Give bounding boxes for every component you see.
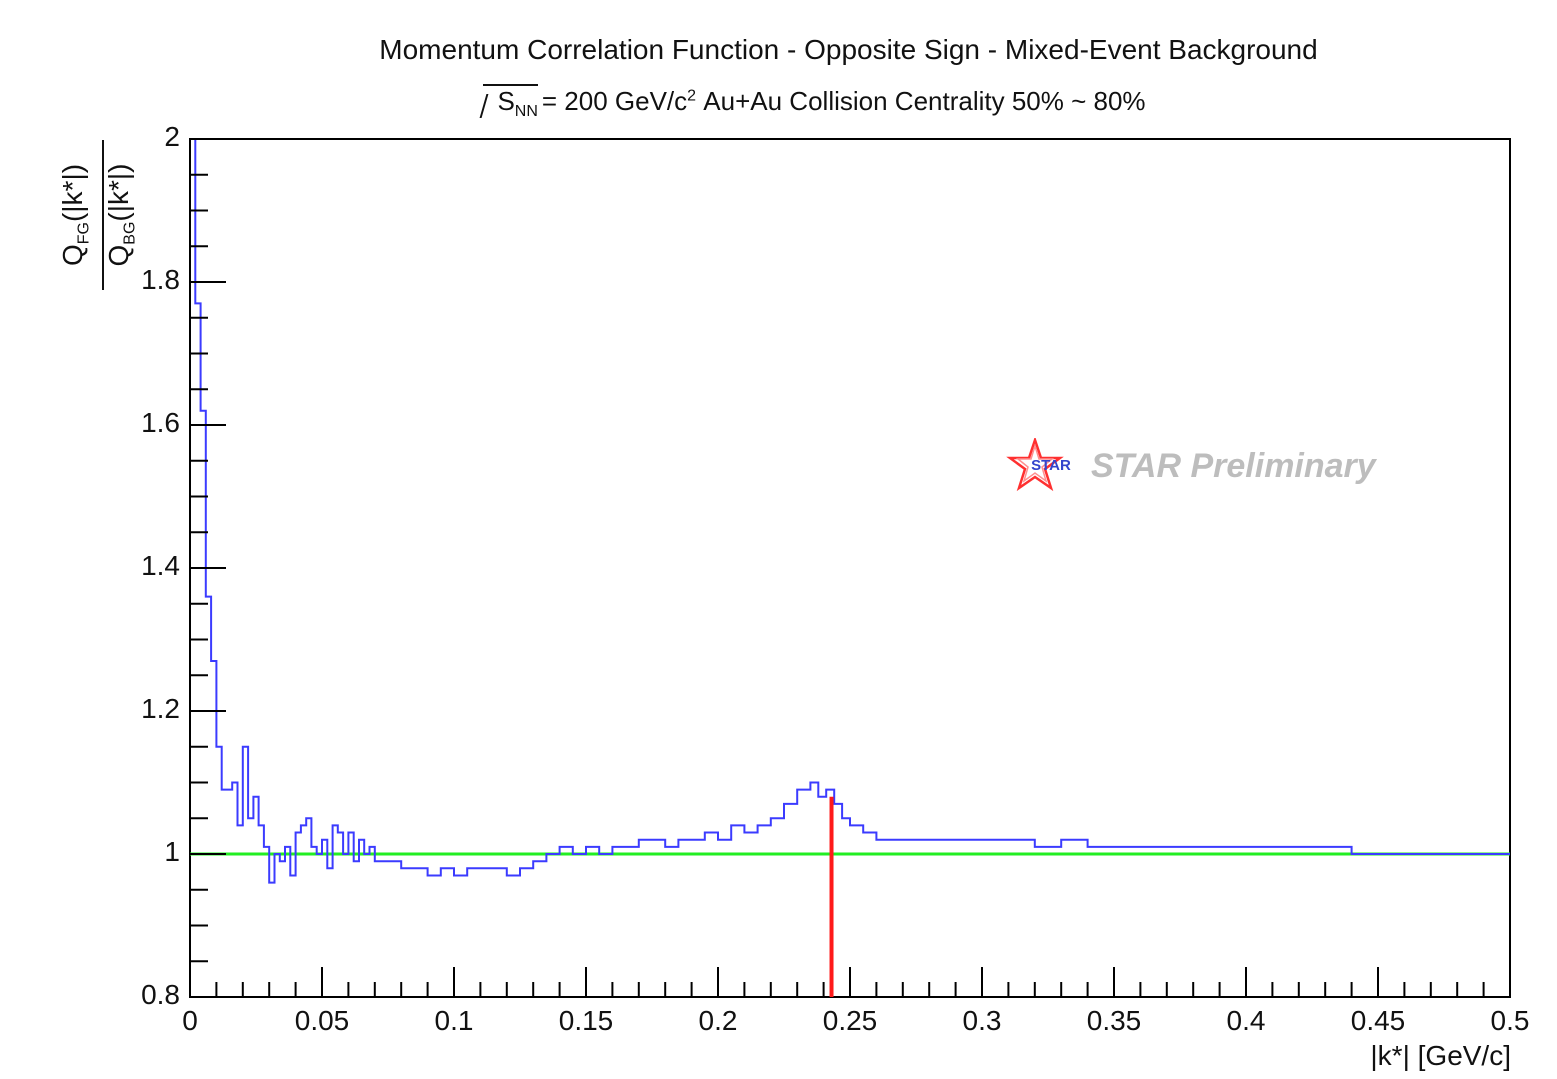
y-tick-label: 0.8	[141, 979, 180, 1010]
x-tick-label: 0	[182, 1005, 198, 1036]
y-tick-label: 1	[164, 836, 180, 867]
axis-ticks	[189, 138, 1511, 998]
x-tick-label: 0.3	[962, 1005, 1002, 1036]
x-tick-label: 0.5	[1490, 1005, 1530, 1036]
star-preliminary-text: STAR Preliminary	[1091, 446, 1376, 485]
y-tick-label: 1.2	[141, 693, 180, 724]
x-axis-label: |k*| [GeV/c]	[1370, 1040, 1511, 1071]
y-tick-label: 1.6	[141, 407, 180, 438]
star-logo-text: STAR	[1031, 457, 1071, 474]
sqrt-symbol: SNN	[483, 84, 538, 127]
chart-title: Momentum Correlation Function - Opposite…	[379, 34, 1318, 65]
star-preliminary-annotation: STAR STAR Preliminary	[1005, 438, 1376, 494]
y-tick-label: 2	[164, 121, 180, 152]
star-logo-icon: STAR	[1006, 438, 1071, 492]
y-den-arg: (|k*|)	[102, 163, 134, 222]
x-tick-label: 0.15	[558, 1005, 614, 1036]
series-group	[190, 138, 1510, 884]
y-tick-label: 1.8	[141, 264, 180, 295]
x-tick-label: 0.25	[822, 1005, 878, 1036]
sqrt-base: S	[497, 86, 515, 116]
y-num-arg: (|k*|)	[57, 163, 88, 223]
sqrt-sub: NN	[514, 103, 538, 121]
subtitle-energy: = 200 GeV/c	[541, 86, 688, 116]
chart-subtitle: SNN = 200 GeV/c2 Au+Au Collision Centrali…	[36, 84, 1557, 127]
y-tick-label: 1.4	[141, 550, 180, 581]
y-num-q: Q	[57, 244, 88, 267]
series-line-0	[190, 138, 1510, 884]
y-num-sub: FG	[75, 222, 93, 245]
x-tick-label: 0.4	[1226, 1005, 1266, 1036]
x-tick-label: 0.45	[1350, 1005, 1406, 1036]
subtitle-rest: Au+Au Collision Centrality 50% ~ 80%	[703, 86, 1146, 116]
x-tick-label: 0.05	[294, 1005, 350, 1036]
y-den-sub: BG	[121, 221, 139, 245]
x-tick-label: 0.1	[434, 1005, 474, 1036]
x-tick-label: 0.35	[1086, 1005, 1142, 1036]
subtitle-energy-sup: 2	[687, 87, 697, 105]
x-tick-label: 0.2	[698, 1005, 738, 1036]
plot-frame	[189, 138, 1511, 998]
